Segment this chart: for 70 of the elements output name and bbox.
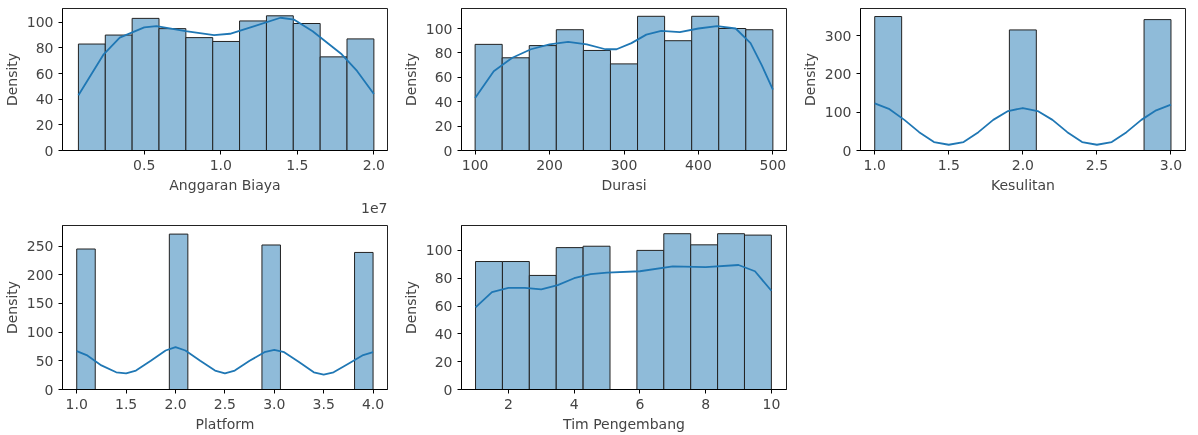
y-axis-title: Density (801, 52, 818, 107)
x-tick-label: 1.5 (114, 395, 138, 412)
y-tick-label: 80 (35, 39, 54, 56)
y-axis-title: Density (402, 280, 419, 335)
y-tick-label: 200 (824, 65, 852, 82)
y-tick-label: 20 (35, 116, 54, 133)
x-axis-title: Platform (195, 415, 255, 432)
line-series (873, 102, 1172, 146)
x-tick-label: 200 (536, 156, 563, 173)
x-tick-label: 2.0 (362, 156, 386, 173)
line-series (77, 16, 375, 97)
x-tick-label: 3.5 (312, 395, 335, 412)
x-tick-label: 2 (503, 395, 513, 412)
y-axis-title: Density (402, 52, 419, 107)
y-axis-title: Density (3, 280, 20, 335)
x-axis-title: Kesulitan (991, 176, 1055, 193)
y-tick-label: 20 (434, 353, 453, 370)
y-axis-title: Density (3, 52, 20, 107)
x-tick-label: 1.0 (209, 156, 232, 173)
x-tick-label: 2.0 (1011, 156, 1034, 173)
y-tick-label: 20 (434, 118, 453, 135)
y-tick-label: 100 (26, 14, 54, 31)
y-tick-label: 80 (434, 44, 453, 61)
x-tick-label: 1.5 (286, 156, 309, 173)
line-series (474, 264, 773, 309)
x-tick-label: 0.5 (133, 156, 156, 173)
y-tick-label: 60 (434, 298, 453, 315)
y-tick-label: 100 (26, 324, 54, 341)
y-tick-label: 80 (434, 270, 453, 287)
y-tick-label: 0 (443, 381, 453, 398)
x-axis-title: Durasi (601, 176, 647, 193)
y-tick-label: 40 (434, 93, 453, 110)
x-tick-label: 100 (461, 156, 489, 173)
x-tick-label: 2.5 (213, 395, 237, 412)
y-tick-label: 100 (824, 104, 852, 121)
y-tick-label: 300 (824, 27, 852, 44)
x-tick-label: 4 (569, 395, 579, 412)
y-tick-label: 40 (434, 325, 453, 342)
x-tick-label: 500 (759, 156, 787, 173)
line-series (75, 346, 374, 376)
x-tick-label: 6 (635, 395, 645, 412)
y-tick-label: 250 (26, 238, 54, 255)
y-tick-label: 200 (26, 266, 54, 283)
y-tick-label: 0 (44, 142, 54, 159)
x-tick-label: 1.0 (863, 156, 886, 173)
x-tick-label: 1.0 (65, 395, 88, 412)
y-tick-label: 100 (425, 242, 453, 259)
x-tick-label: 10 (762, 395, 781, 412)
line-series (474, 25, 774, 99)
y-tick-label: 100 (425, 20, 453, 37)
y-tick-label: 0 (842, 142, 852, 159)
text: 1e7 (361, 199, 388, 216)
y-tick-label: 60 (434, 69, 453, 86)
y-tick-label: 0 (44, 381, 54, 398)
x-axis-title: Anggaran Biaya (169, 176, 281, 193)
x-tick-label: 300 (610, 156, 638, 173)
x-tick-label: 2.0 (164, 395, 187, 412)
y-tick-label: 0 (443, 142, 453, 159)
y-tick-label: 60 (35, 65, 54, 82)
y-tick-label: 150 (26, 295, 54, 312)
y-tick-label: 50 (35, 352, 54, 369)
x-axis-title: Tim Pengembang (562, 415, 685, 432)
x-tick-label: 8 (701, 395, 711, 412)
x-tick-label: 3.0 (263, 395, 286, 412)
y-tick-label: 40 (35, 91, 54, 108)
x-tick-label: 400 (685, 156, 712, 173)
x-tick-label: 2.5 (1085, 156, 1109, 173)
x-tick-label: 3.0 (1159, 156, 1183, 173)
x-tick-label: 4.0 (361, 395, 385, 412)
x-tick-label: 1.5 (937, 156, 960, 173)
